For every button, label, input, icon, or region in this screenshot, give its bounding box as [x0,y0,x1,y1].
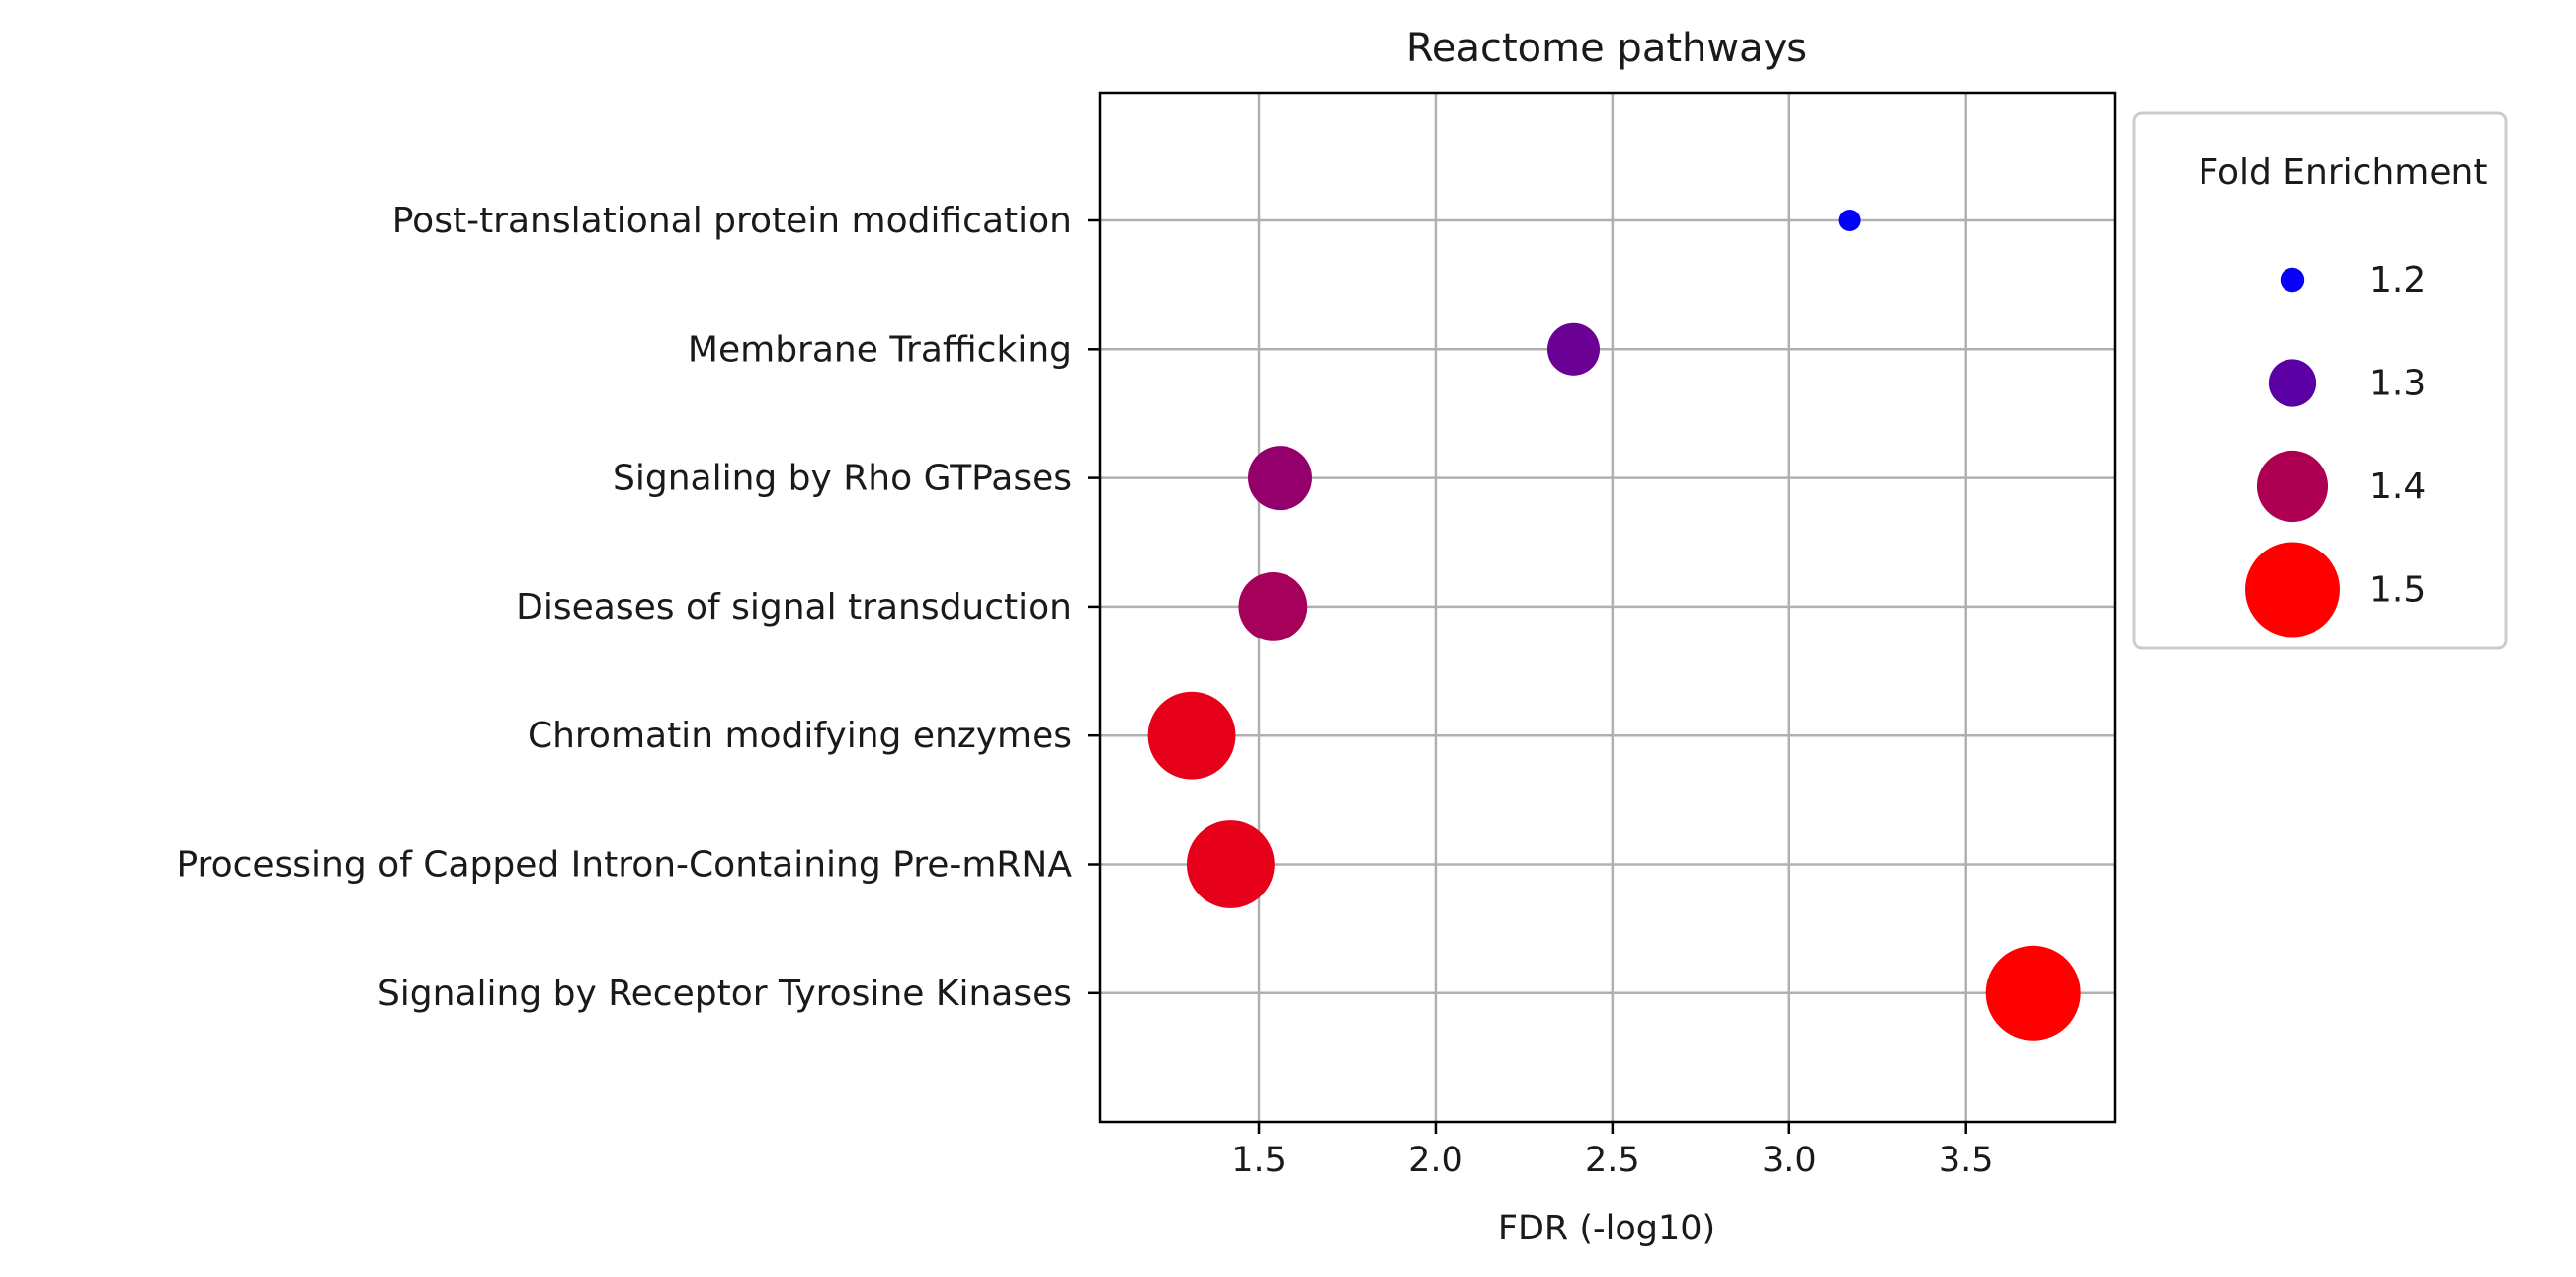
x-tick-label: 2.5 [1585,1141,1640,1180]
data-point [1985,945,2081,1041]
legend-box [2132,111,2508,650]
x-tick-label: 1.5 [1231,1141,1287,1180]
x-axis-label: FDR (-log10) [1498,1209,1715,1248]
data-point [1147,691,1236,780]
y-tick-label: Membrane Trafficking [688,329,1072,370]
legend-marker [2256,450,2329,523]
x-tick-label: 3.0 [1762,1141,1817,1180]
y-tick-label: Signaling by Rho GTPases [613,459,1072,499]
x-axis: 1.5 2.0 2.5 3.0 3.5 [1231,1122,1994,1180]
y-tick-label: Chromatin modifying enzymes [528,716,1072,756]
legend-entries: 1.2 1.3 1.4 1.5 [2245,260,2426,638]
legend-label: 1.5 [2369,570,2426,611]
plot-points [1147,210,2081,1041]
data-point [1546,322,1601,376]
data-point [1838,210,1861,231]
legend-marker [2280,267,2305,293]
x-tick-label: 3.5 [1939,1141,1994,1180]
chart-title: Reactome pathways [1406,26,1807,71]
y-tick-label: Signaling by Receptor Tyrosine Kinases [377,974,1072,1014]
legend-marker [2245,542,2340,638]
data-point [1238,572,1308,641]
data-point [1186,820,1275,908]
legend-title: Fold Enrichment [2199,152,2488,193]
y-tick-label: Processing of Capped Intron-Containing P… [176,845,1072,886]
legend: Fold Enrichment 1.2 1.3 1.4 1.5 [2132,111,2508,650]
y-tick-label: Diseases of signal transduction [516,587,1072,628]
legend-label: 1.3 [2369,364,2426,404]
data-point [1248,446,1312,511]
y-axis: Post-translational protein modification M… [176,201,1100,1014]
legend-marker [2268,359,2317,407]
legend-label: 1.4 [2369,467,2426,507]
x-tick-label: 2.0 [1408,1141,1463,1180]
y-tick-label: Post-translational protein modification [392,201,1072,241]
legend-label: 1.2 [2369,260,2426,300]
